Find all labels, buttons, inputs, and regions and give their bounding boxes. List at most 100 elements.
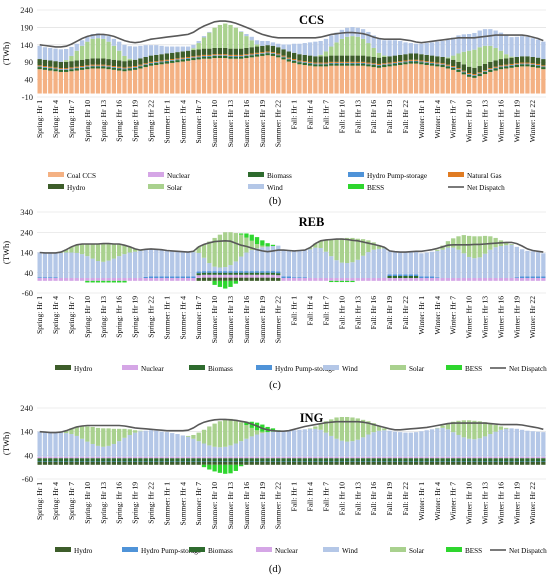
bar-segment xyxy=(217,456,223,459)
x-tick-label: Summer: Hr 22 xyxy=(274,296,283,343)
bar-segment xyxy=(244,271,249,273)
bar-segment xyxy=(514,64,519,68)
bar-segment xyxy=(254,53,260,55)
bar-segment xyxy=(371,35,376,48)
bar-segment xyxy=(355,36,360,56)
bar-segment xyxy=(69,434,74,457)
bar-segment xyxy=(535,67,541,94)
bar-segment xyxy=(519,64,525,67)
bar-segment xyxy=(122,254,127,279)
legend-label: Nuclear xyxy=(275,547,298,555)
bar-segment xyxy=(530,251,535,277)
bar-segment xyxy=(159,456,164,459)
bar-segment xyxy=(323,51,329,57)
bar-segment xyxy=(339,29,345,39)
bar-segment xyxy=(451,55,456,60)
bar-segment xyxy=(371,63,376,65)
bar-segment xyxy=(424,456,429,459)
bar-segment xyxy=(376,461,382,465)
bar-segment xyxy=(504,245,509,279)
bar-segment xyxy=(185,58,191,59)
bar-segment xyxy=(350,461,355,465)
bar-segment xyxy=(233,280,238,284)
bar-segment xyxy=(387,63,392,65)
bar-segment xyxy=(217,280,223,287)
bar-segment xyxy=(249,271,254,273)
bar-segment xyxy=(228,272,233,275)
y-tick-label: 240 xyxy=(20,227,33,237)
bar-segment xyxy=(451,67,456,68)
bar-segment xyxy=(472,420,477,440)
bar-segment xyxy=(212,55,217,59)
bar-segment xyxy=(302,456,307,459)
legend-swatch xyxy=(323,547,339,552)
bar-segment xyxy=(477,278,482,281)
bar-segment xyxy=(207,426,212,446)
bar-segment xyxy=(376,65,382,68)
bar-segment xyxy=(127,58,132,61)
bar-segment xyxy=(297,277,302,279)
bar-segment xyxy=(466,438,472,457)
bar-segment xyxy=(228,461,233,465)
bar-segment xyxy=(101,38,106,59)
bar-segment xyxy=(535,65,541,68)
bar-segment xyxy=(154,62,159,63)
bar-segment xyxy=(477,74,482,77)
bar-segment xyxy=(48,66,53,68)
x-tick-label: Fall: Hr 1 xyxy=(290,482,299,512)
bar-segment xyxy=(223,280,228,289)
bar-segment xyxy=(392,40,398,56)
bar-segment xyxy=(254,44,260,47)
chart-title: ING xyxy=(300,411,324,425)
bar-segment xyxy=(456,458,461,462)
bar-segment xyxy=(461,51,466,65)
bar-segment xyxy=(233,277,238,281)
x-tick-label: Spring: Hr 19 xyxy=(131,100,140,142)
bar-segment xyxy=(318,461,323,465)
bar-segment xyxy=(419,456,424,459)
bar-segment xyxy=(445,64,451,66)
bar-segment xyxy=(111,38,117,46)
bar-segment xyxy=(201,272,207,275)
bar-segment xyxy=(58,69,64,70)
x-tick-label: Summer: Hr 1 xyxy=(162,482,171,526)
bar-segment xyxy=(504,242,509,246)
bar-segment xyxy=(445,423,451,430)
bar-segment xyxy=(127,66,132,68)
chart-title: CCS xyxy=(299,13,324,27)
bar-segment xyxy=(286,276,291,279)
legend-swatch xyxy=(248,184,264,189)
bar-segment xyxy=(74,278,79,281)
panel-caption: (d) xyxy=(269,564,282,575)
bar-segment xyxy=(424,62,429,65)
bar-segment xyxy=(164,53,170,60)
bar-segment xyxy=(217,277,223,281)
bar-segment xyxy=(127,252,132,279)
bar-segment xyxy=(164,458,170,462)
bar-segment xyxy=(408,43,413,54)
legend-item: Solar xyxy=(148,184,183,192)
bar-segment xyxy=(509,458,514,462)
bar-segment xyxy=(95,445,101,457)
bar-segment xyxy=(223,446,228,457)
bar-segment xyxy=(111,458,117,462)
bar-segment xyxy=(371,458,376,462)
bar-segment xyxy=(345,55,350,62)
bar-segment xyxy=(360,458,366,462)
bar-segment xyxy=(281,458,286,462)
bar-segment xyxy=(429,461,435,465)
bar-segment xyxy=(148,61,154,63)
bar-segment xyxy=(281,44,286,50)
bar-segment xyxy=(101,64,106,66)
bar-segment xyxy=(249,427,254,437)
bar-segment xyxy=(64,61,69,69)
bar-segment xyxy=(413,458,419,462)
bar-segment xyxy=(117,456,122,459)
bar-segment xyxy=(217,447,223,457)
bar-segment xyxy=(456,69,461,72)
bar-segment xyxy=(493,30,498,48)
bar-segment xyxy=(148,63,154,66)
bar-segment xyxy=(69,71,74,94)
bar-segment xyxy=(350,278,355,281)
bar-segment xyxy=(207,464,212,470)
